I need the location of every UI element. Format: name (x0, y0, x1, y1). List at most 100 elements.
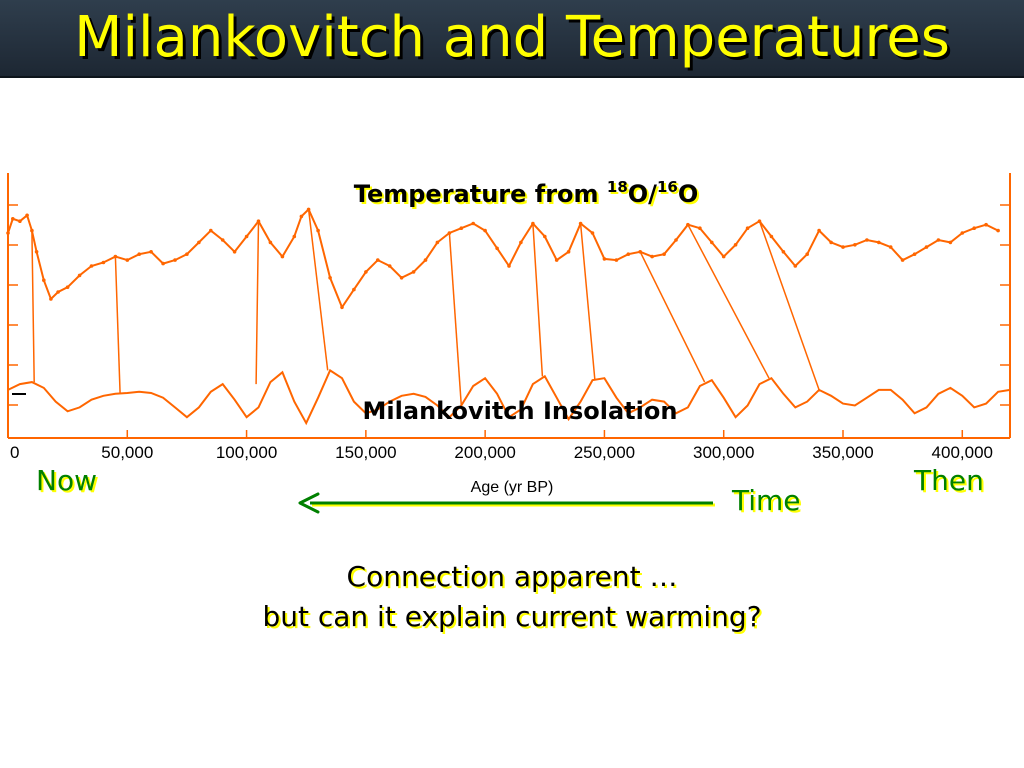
temperature-point (447, 231, 452, 235)
temperature-point (948, 240, 953, 245)
temperature-point (972, 226, 976, 230)
temperature-point (662, 252, 666, 256)
temperature-point (185, 252, 189, 256)
temperature-point (328, 276, 332, 280)
temperature-point (280, 254, 285, 259)
temperature-point (232, 250, 237, 254)
temperature-point (710, 240, 714, 245)
temperature-point (161, 261, 165, 266)
temperature-point (483, 228, 487, 233)
temperature-point (829, 240, 833, 245)
temperature-point (18, 219, 22, 223)
temperature-point (423, 258, 428, 262)
temperature-series-line (7, 207, 999, 310)
connector-lines (31, 209, 820, 406)
temperature-point (984, 222, 988, 227)
temperature-point (364, 270, 368, 274)
temperature-point (793, 264, 798, 268)
temperature-point (996, 228, 1000, 233)
temperature-point (698, 226, 702, 230)
temperature-point (853, 243, 857, 247)
temperature-point (220, 238, 225, 242)
temperature-point (459, 226, 464, 230)
upper-title-suffix: O (678, 180, 698, 208)
temperature-point (781, 250, 786, 254)
temperature-point (960, 231, 965, 235)
temperature-point (912, 252, 917, 256)
connector-line (579, 223, 596, 381)
temperature-point (387, 264, 392, 268)
x-tick-label: 350,000 (812, 443, 873, 462)
temperature-point (626, 252, 631, 256)
connector-line (687, 224, 770, 379)
temperature-point (841, 245, 845, 249)
temperature-point (256, 219, 261, 223)
x-tick-label: 50,000 (101, 443, 153, 462)
temperature-point (721, 254, 726, 259)
temperature-point (89, 264, 94, 268)
upper-chart-title: Temperature from 18O/16O (354, 178, 698, 208)
temperature-point (554, 258, 559, 262)
connector-line (114, 256, 121, 394)
x-axis-label: Age (yr BP) (471, 479, 554, 496)
plot-frame (7, 173, 1011, 439)
connector-line (639, 251, 706, 383)
milankovitch-chart: 0 50,000 100,000 150,000 200,000 250,000 300,0… (6, 173, 1011, 462)
temperature-point (650, 254, 654, 259)
time-arrow (298, 492, 715, 514)
x-tick-label: 0 (10, 443, 19, 462)
temperature-point (686, 222, 690, 227)
x-tick-label: 200,000 (454, 443, 515, 462)
series-lines (6, 207, 1011, 426)
connector-line (532, 223, 544, 377)
caption-line-1: Connection apparent … (346, 560, 678, 593)
temperature-point (306, 207, 311, 212)
temperature-point (877, 240, 881, 245)
upper-title-prefix: Temperature from (354, 180, 607, 208)
temperature-point (888, 245, 893, 249)
temperature-point (531, 221, 535, 226)
x-tick-label: 250,000 (574, 443, 635, 462)
temperature-point (566, 250, 571, 254)
temperature-point (507, 264, 511, 268)
temperature-point (125, 258, 130, 262)
temperature-point (590, 231, 595, 235)
temperature-point (113, 254, 118, 259)
x-tick-layer: 0 50,000 100,000 150,000 200,000 250,000 300,0… (7, 430, 993, 462)
temperature-point (865, 238, 869, 242)
temperature-point (733, 243, 738, 247)
time-label: Time (732, 484, 801, 517)
temperature-point (757, 219, 762, 223)
temperature-point (268, 240, 273, 245)
temperature-point (209, 228, 213, 233)
upper-title-sup2: 16 (657, 178, 678, 196)
now-label: Now (36, 464, 97, 497)
connector-line (307, 209, 329, 371)
axis-and-arrow: Age (yr BP) (298, 479, 715, 514)
upper-title-mid: O/ (628, 180, 657, 208)
temperature-point (411, 270, 416, 274)
connector-line (31, 230, 35, 383)
temperature-point (435, 240, 440, 245)
temperature-point (299, 214, 304, 219)
temperature-point (56, 290, 60, 294)
temperature-point (65, 285, 70, 289)
temperature-point (817, 228, 821, 233)
temperature-point (42, 278, 46, 282)
temperature-point (25, 213, 29, 218)
temperature-point (638, 250, 642, 254)
slide-title: Milankovitch and Temperatures (74, 5, 950, 70)
temperature-point (173, 258, 177, 262)
temperature-point (745, 226, 750, 230)
temperature-point (352, 287, 356, 292)
upper-title-sup1: 18 (607, 178, 628, 196)
temperature-point (805, 252, 809, 256)
connector-line (255, 221, 260, 385)
temperature-point (674, 238, 678, 242)
temperature-point (197, 240, 201, 245)
insolation-label: Milankovitch Insolation (363, 397, 678, 425)
temperature-point (924, 245, 929, 249)
temperature-point (101, 260, 106, 265)
temperature-point (30, 228, 34, 233)
temperature-point (936, 238, 941, 242)
